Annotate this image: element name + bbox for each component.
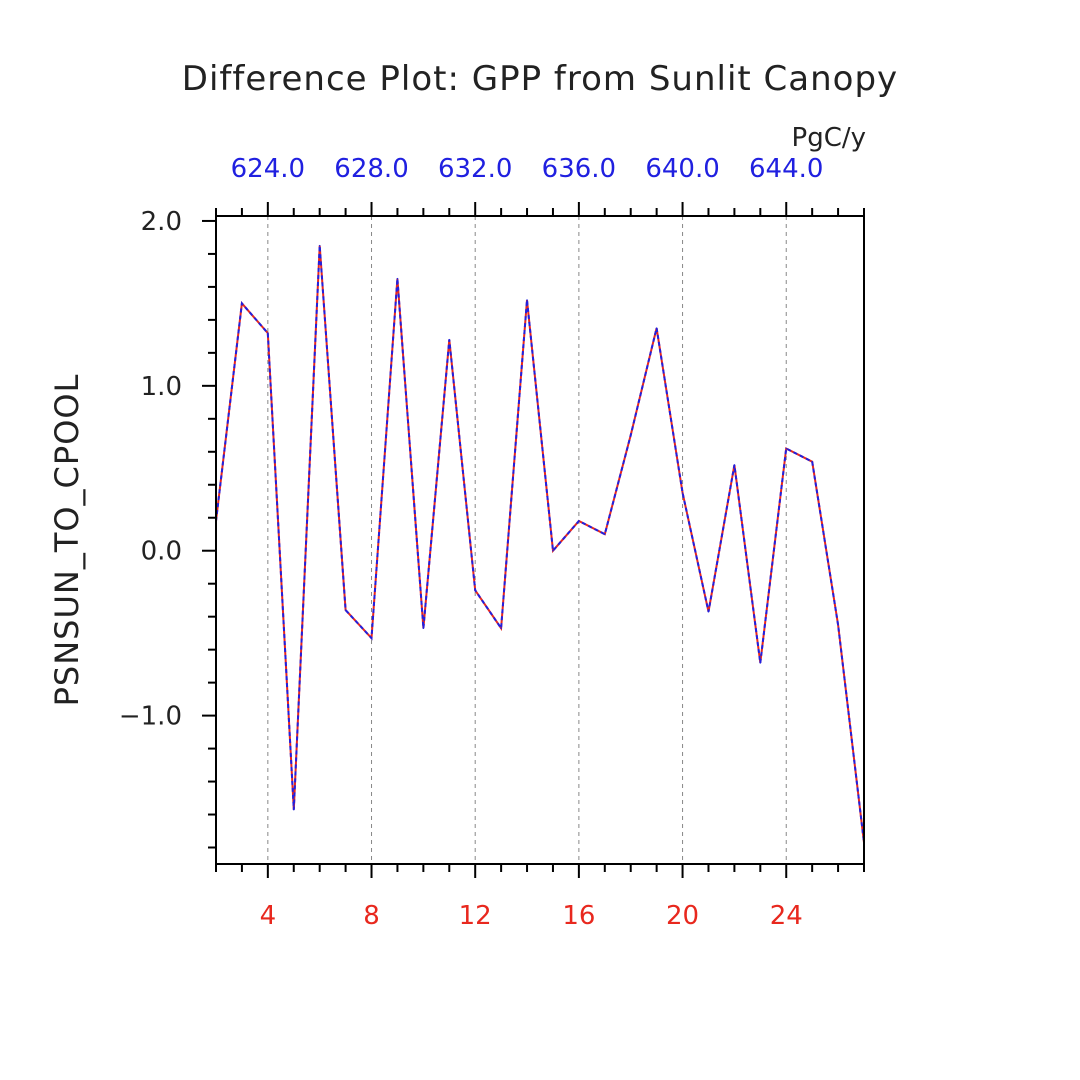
- data-point: [526, 299, 528, 301]
- x-tick-label: 20: [666, 901, 699, 931]
- data-point: [578, 520, 580, 522]
- data-point: [604, 533, 606, 536]
- top-axis-unit: PgC/y: [792, 123, 866, 153]
- data-point: [267, 332, 269, 334]
- data-point: [474, 589, 477, 592]
- data-point: [681, 492, 684, 494]
- data-point: [344, 609, 347, 611]
- series-line-blue: [215, 245, 865, 843]
- tick-labels: 4 8 12 16 20 24 624.0 628.0 632.0 636.0 640.0 644.0…: [119, 154, 824, 931]
- x-tick-label: 12: [459, 901, 492, 931]
- data-point: [552, 549, 554, 552]
- y-tick-label: 2.0: [141, 207, 182, 237]
- data-point: [707, 610, 710, 613]
- y-tick-label: −1.0: [119, 702, 182, 732]
- top-tick-label: 624.0: [231, 154, 305, 184]
- data-point: [629, 434, 632, 437]
- series-line-red: [215, 245, 865, 843]
- y-axis-label: PSNSUN_TO_CPOOL: [48, 374, 86, 707]
- x-tick-label: 4: [260, 901, 277, 931]
- data-point: [655, 327, 658, 329]
- data-point: [241, 302, 243, 305]
- axis-ticks: [202, 202, 865, 878]
- data-point: [292, 808, 295, 811]
- data-point: [837, 624, 839, 626]
- y-tick-label: 0.0: [141, 537, 182, 567]
- data-point: [422, 627, 425, 630]
- y-tick-label: 1.0: [141, 372, 182, 402]
- top-tick-label: 640.0: [645, 154, 719, 184]
- x-tick-label: 16: [562, 901, 595, 931]
- plot-frame: [215, 215, 865, 865]
- data-point: [318, 244, 321, 247]
- data-point: [785, 447, 788, 450]
- data-lines: [215, 244, 865, 844]
- top-tick-label: 644.0: [749, 154, 823, 184]
- top-tick-label: 632.0: [438, 154, 512, 184]
- data-point: [733, 464, 736, 466]
- data-point: [448, 338, 451, 341]
- top-tick-label: 636.0: [542, 154, 616, 184]
- data-point: [811, 460, 813, 463]
- x-tick-label: 8: [363, 901, 380, 931]
- x-tick-label: 24: [770, 901, 803, 931]
- top-tick-label: 628.0: [334, 154, 408, 184]
- grid: [267, 216, 787, 864]
- chart-title: Difference Plot: GPP from Sunlit Canopy: [182, 59, 898, 99]
- data-point: [759, 662, 762, 664]
- data-point: [370, 637, 373, 639]
- data-point: [500, 627, 502, 630]
- data-point: [396, 277, 399, 280]
